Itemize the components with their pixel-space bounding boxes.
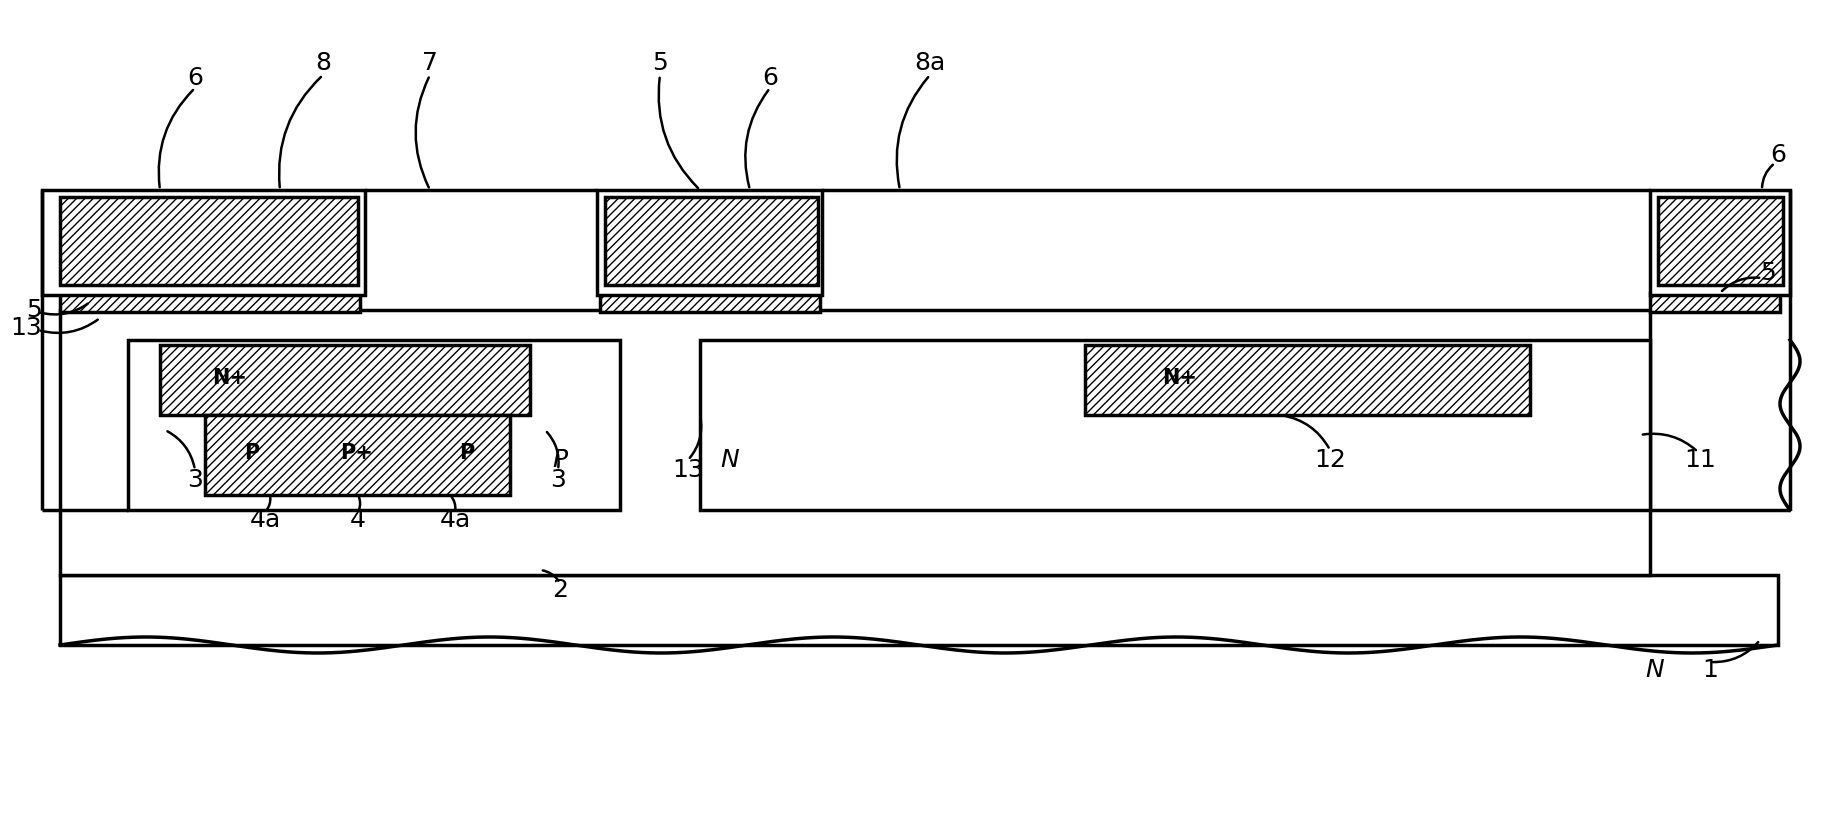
Text: 6: 6 <box>1770 143 1787 167</box>
Bar <box>597 190 822 295</box>
Bar <box>700 340 1650 510</box>
Text: 1: 1 <box>1702 658 1719 682</box>
Text: 2: 2 <box>553 578 567 602</box>
Bar <box>1658 197 1783 285</box>
Text: 5: 5 <box>652 51 669 75</box>
Bar <box>604 197 818 285</box>
Text: P: P <box>459 443 475 463</box>
Text: 4a: 4a <box>440 508 470 532</box>
Text: 3: 3 <box>188 468 203 492</box>
Bar <box>600 293 820 312</box>
Text: 6: 6 <box>188 66 203 90</box>
Text: P: P <box>553 448 567 472</box>
Text: 4: 4 <box>350 508 367 532</box>
Text: 7: 7 <box>422 51 438 75</box>
Text: N: N <box>720 448 739 472</box>
Bar <box>127 340 621 510</box>
Bar <box>1085 345 1531 415</box>
Bar <box>61 293 359 312</box>
Bar <box>1650 190 1790 295</box>
Text: N: N <box>1645 658 1665 682</box>
Text: 13: 13 <box>11 316 42 340</box>
Bar <box>61 197 357 285</box>
Text: 6: 6 <box>763 66 777 90</box>
Text: 3: 3 <box>551 468 565 492</box>
Text: 13: 13 <box>672 458 704 482</box>
Bar <box>1650 293 1779 312</box>
Text: 5: 5 <box>26 298 42 322</box>
Text: N+: N+ <box>212 368 247 388</box>
Text: 11: 11 <box>1684 448 1717 472</box>
Bar <box>160 345 530 415</box>
Text: 5: 5 <box>1759 261 1776 285</box>
Bar <box>42 190 365 295</box>
Text: 8a: 8a <box>914 51 945 75</box>
Text: 4a: 4a <box>249 508 280 532</box>
Text: P: P <box>245 443 260 463</box>
Text: P+: P+ <box>341 443 374 463</box>
Bar <box>61 310 1650 575</box>
Text: N+: N+ <box>1162 368 1197 388</box>
Bar <box>61 575 1778 645</box>
Bar <box>204 415 510 495</box>
Text: 8: 8 <box>315 51 332 75</box>
Text: 12: 12 <box>1313 448 1347 472</box>
